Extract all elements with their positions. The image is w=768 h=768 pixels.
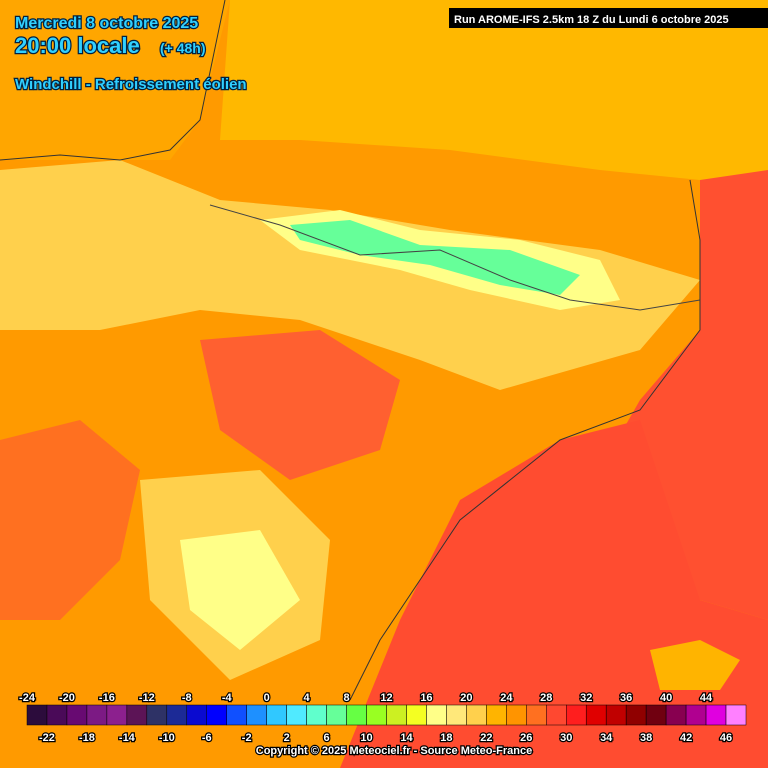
legend-label: -6 (202, 732, 212, 744)
legend-swatch (466, 704, 487, 726)
legend-swatch (685, 704, 707, 726)
legend-swatch (625, 704, 647, 726)
legend-swatch (705, 704, 727, 726)
border (209, 204, 701, 311)
legend-swatch (186, 704, 207, 726)
copyright: Copyright © 2025 Meteociel.fr - Source M… (256, 745, 532, 757)
legend-label: -4 (222, 692, 233, 704)
legend-swatch (585, 704, 607, 726)
legend-label: 30 (560, 732, 572, 744)
legend-label: 14 (400, 732, 413, 744)
date: Mercredi 8 octobre 2025 (15, 15, 198, 32)
legend-swatch (46, 704, 68, 726)
legend-label: -16 (99, 692, 115, 704)
ebro-valley (200, 330, 400, 480)
legend-label: 0 (264, 692, 270, 704)
legend-label: 6 (324, 732, 330, 744)
legend-label: 2 (284, 732, 290, 744)
legend-swatch (106, 704, 128, 726)
legend-swatch (346, 704, 367, 726)
north-band (0, 160, 700, 390)
legend-swatch (506, 704, 527, 726)
legend-swatch (446, 704, 467, 726)
legend-swatch (166, 704, 188, 726)
legend-swatch (566, 704, 587, 726)
balearic (650, 640, 740, 690)
legend-label: -18 (79, 732, 95, 744)
legend-label: -8 (182, 692, 192, 704)
legend-swatch (386, 704, 407, 726)
legend-swatch (546, 704, 567, 726)
legend-label: -2 (242, 732, 252, 744)
legend-label: 22 (480, 732, 492, 744)
legend-label: 46 (720, 732, 732, 744)
legend-swatch (526, 704, 547, 726)
run-box (449, 8, 768, 28)
legend-label: 26 (520, 732, 532, 744)
legend-label: 36 (620, 692, 632, 704)
legend-label: 8 (343, 692, 349, 704)
legend-label: 16 (420, 692, 432, 704)
central-peak (180, 530, 300, 650)
legend-swatch (306, 704, 327, 726)
coastline (0, 0, 226, 161)
legend-swatch (725, 704, 747, 726)
legend-swatch (286, 704, 307, 726)
legend-swatch (146, 704, 168, 726)
legend-label: -20 (59, 692, 75, 704)
legend-swatch (645, 704, 667, 726)
legend-swatch (126, 704, 148, 726)
legend-swatch (665, 704, 687, 726)
legend-swatch (66, 704, 88, 726)
legend-swatch (326, 704, 347, 726)
legend-swatch (486, 704, 507, 726)
legend-swatch (366, 704, 387, 726)
legend-swatch (246, 704, 267, 726)
legend-label: 32 (580, 692, 592, 704)
pyrenees-peak (290, 220, 580, 295)
legend-label: 4 (304, 692, 311, 704)
west-warm (0, 420, 140, 620)
offset: (+ 48h) (160, 40, 206, 56)
legend-label: 24 (500, 692, 513, 704)
run-info: Run AROME-IFS 2.5km 18 Z du Lundi 6 octo… (454, 14, 729, 26)
legend-swatch (605, 704, 627, 726)
legend-swatch (206, 704, 227, 726)
legend-label: 42 (680, 732, 692, 744)
legend-swatch (426, 704, 447, 726)
legend-swatch (226, 704, 247, 726)
legend-label: 12 (380, 692, 392, 704)
legend-label: -22 (39, 732, 55, 744)
legend-swatch (266, 704, 287, 726)
legend-label: -10 (159, 732, 175, 744)
legend-label: 38 (640, 732, 652, 744)
legend-label: 10 (360, 732, 372, 744)
east-coast (349, 179, 701, 701)
legend-swatch (406, 704, 427, 726)
legend: -24-22-20-18-16-14-12-10-8-6-4-202468101… (18, 691, 747, 745)
legend-label: 34 (600, 732, 613, 744)
legend-label: 18 (440, 732, 452, 744)
france-south (220, 0, 768, 190)
legend-label: -24 (19, 692, 36, 704)
legend-label: 28 (540, 692, 552, 704)
legend-label: 44 (700, 692, 713, 704)
legend-label: 40 (660, 692, 672, 704)
legend-label: -12 (139, 692, 155, 704)
legend-label: 20 (460, 692, 472, 704)
legend-swatch (26, 704, 48, 726)
legend-label: -14 (119, 732, 136, 744)
legend-swatch (86, 704, 108, 726)
time: 20:00 locale (15, 33, 140, 58)
parameter: Windchill - Refroissement éolien (15, 76, 247, 93)
atlantic (0, 0, 230, 160)
